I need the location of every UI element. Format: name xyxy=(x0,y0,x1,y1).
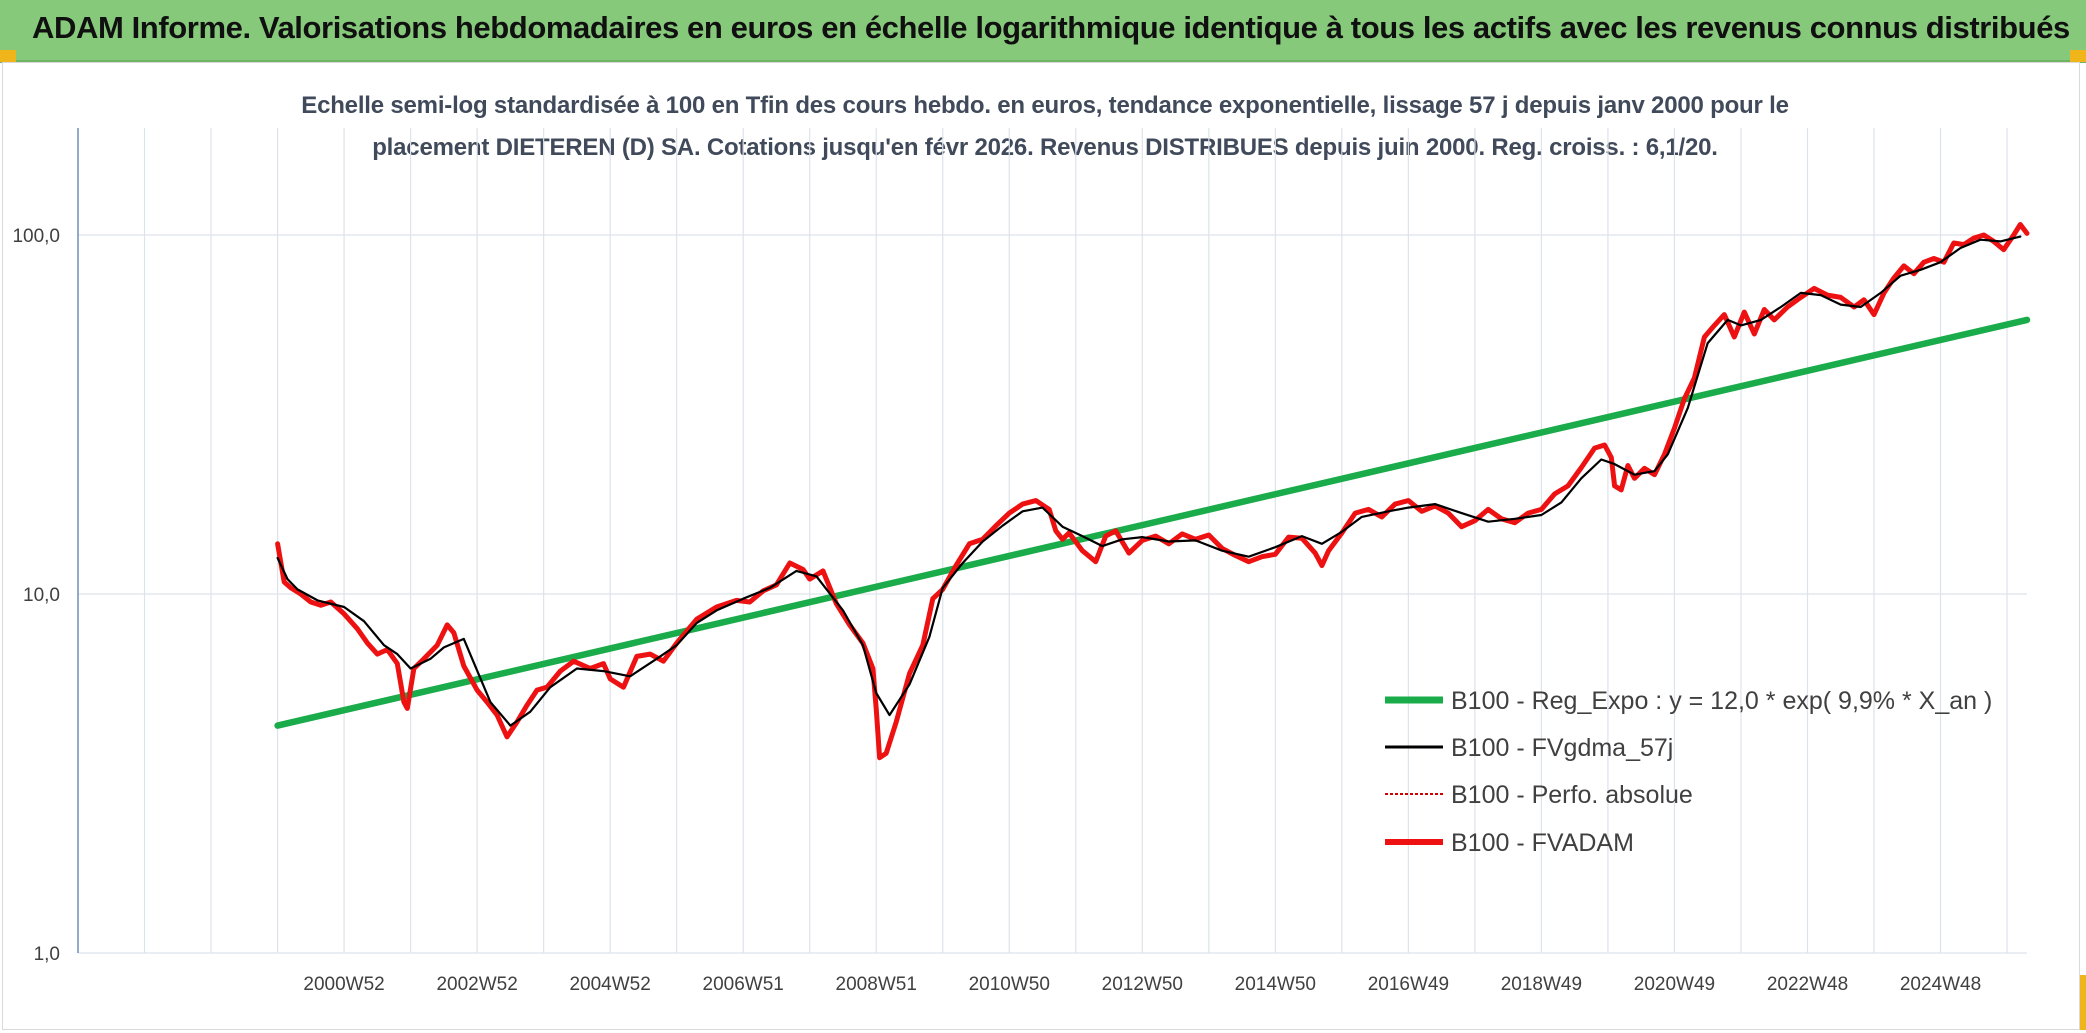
x-tick-label-5: 2010W50 xyxy=(969,974,1050,995)
x-tick-label-8: 2016W49 xyxy=(1368,974,1449,995)
x-tick-label-9: 2018W49 xyxy=(1501,974,1582,995)
series-layer xyxy=(274,222,2031,761)
x-tick-label-12: 2024W48 xyxy=(1900,974,1981,995)
corner-accent-top-right xyxy=(2070,50,2086,62)
x-tick-label-0: 2000W52 xyxy=(303,974,384,995)
x-tick-label-7: 2014W50 xyxy=(1235,974,1316,995)
chart-subtitle-line-2: placement DIETEREN (D) SA. Cotations jus… xyxy=(372,134,1718,161)
chart-legend: B100 - Reg_Expo : y = 12,0 * exp( 9,9% *… xyxy=(1385,687,1992,857)
y-tick-label-1: 10,0 xyxy=(23,585,60,606)
legend-label-moving-average: B100 - FVgdma_57j xyxy=(1451,734,1673,762)
chart-frame xyxy=(2,62,2080,1030)
x-tick-label-2: 2004W52 xyxy=(569,974,650,995)
x-tick-label-11: 2022W48 xyxy=(1767,974,1848,995)
x-tick-label-4: 2008W51 xyxy=(836,974,917,995)
legend-label-fvadam: B100 - FVADAM xyxy=(1451,829,1634,857)
title-banner: ADAM Informe. Valorisations hebdomadaire… xyxy=(0,0,2086,63)
x-tick-label-3: 2006W51 xyxy=(703,974,784,995)
legend-label-perfo-absolue: B100 - Perfo. absolue xyxy=(1451,781,1693,809)
x-tick-label-10: 2020W49 xyxy=(1634,974,1715,995)
chart-subtitle-line-1: Echelle semi-log standardisée à 100 en T… xyxy=(301,92,1789,119)
legend-label-regression: B100 - Reg_Expo : y = 12,0 * exp( 9,9% *… xyxy=(1451,687,1992,715)
y-tick-label-0: 100,0 xyxy=(12,226,60,247)
y-tick-label-2: 1,0 xyxy=(34,944,60,965)
series-line-moving-average xyxy=(276,235,2022,727)
page-title: ADAM Informe. Valorisations hebdomadaire… xyxy=(32,10,2070,45)
series-line-fvadam xyxy=(275,222,2030,761)
chart-subtitle: Echelle semi-log standardisée à 100 en T… xyxy=(250,85,1840,169)
corner-accent-bottom-right xyxy=(2080,975,2086,1030)
series-line-regression xyxy=(274,316,2031,729)
x-tick-label-1: 2002W52 xyxy=(436,974,517,995)
grid-layer xyxy=(78,128,2027,954)
corner-accent-top-left xyxy=(0,50,16,62)
x-tick-label-6: 2012W50 xyxy=(1102,974,1183,995)
tick-labels: 100,0 10,0 1,0 2000W52 2002W52 2004W52 2006W51… xyxy=(12,226,1981,995)
